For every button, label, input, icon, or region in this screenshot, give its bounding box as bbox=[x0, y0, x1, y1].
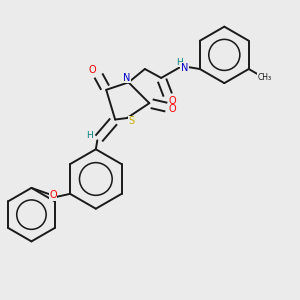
Text: H: H bbox=[86, 131, 93, 140]
Text: O: O bbox=[168, 96, 176, 106]
Text: H: H bbox=[176, 58, 183, 67]
Text: O: O bbox=[49, 190, 57, 200]
Text: N: N bbox=[181, 62, 188, 73]
Text: S: S bbox=[128, 116, 135, 126]
Text: N: N bbox=[123, 73, 131, 83]
Text: O: O bbox=[169, 104, 177, 114]
Text: O: O bbox=[88, 65, 96, 76]
Text: CH₃: CH₃ bbox=[257, 73, 272, 82]
